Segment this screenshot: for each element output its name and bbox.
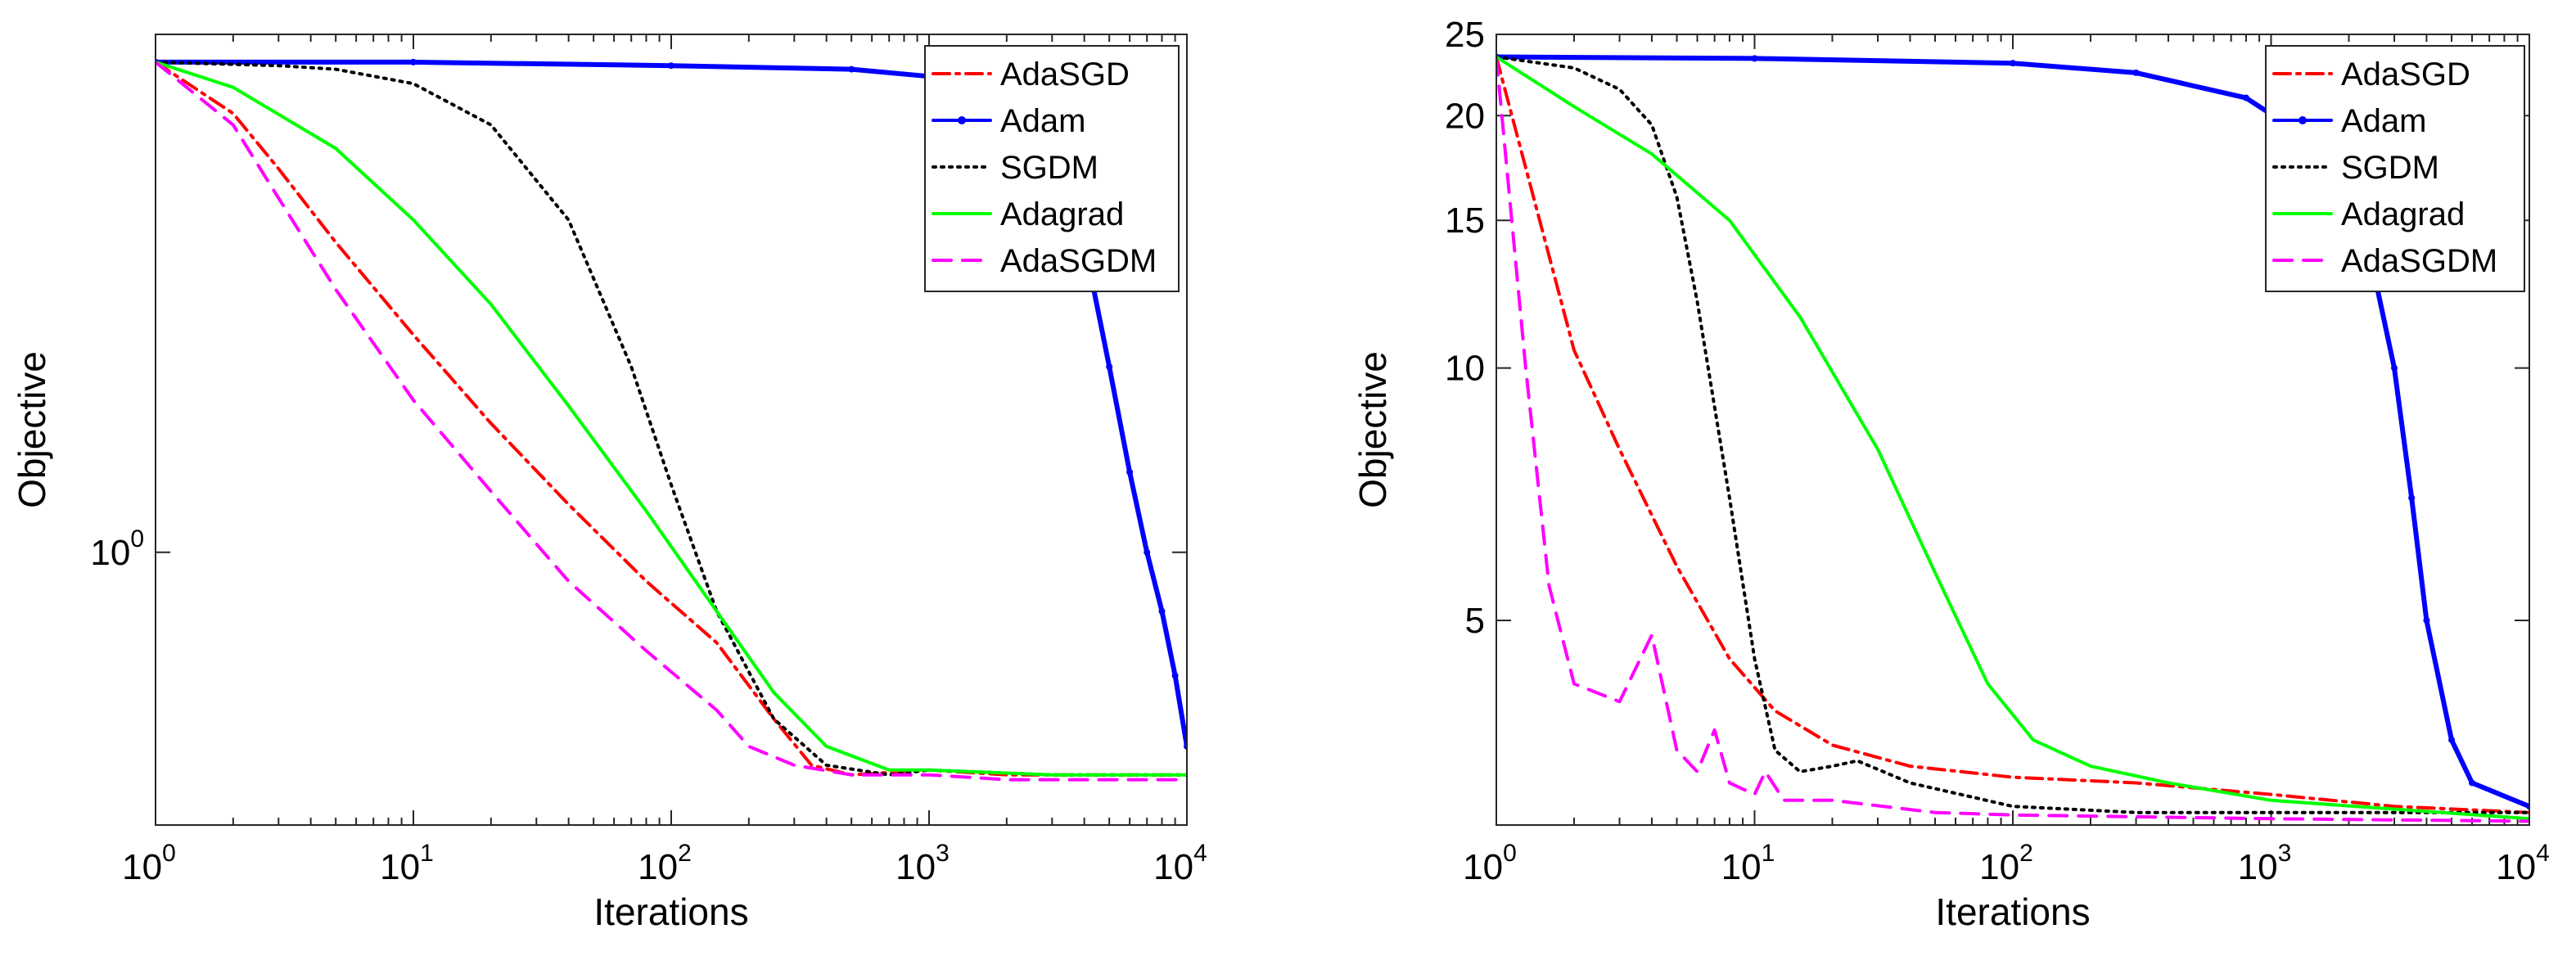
x-tick-exponent: 3 xyxy=(2278,840,2292,867)
series-point-adam xyxy=(1144,548,1151,556)
x-tick-base: 10 xyxy=(2496,847,2536,887)
x-tick-exponent: 4 xyxy=(1193,840,1207,867)
x-tick-exponent: 2 xyxy=(678,840,692,867)
series-point-adam xyxy=(410,58,417,65)
y-tick-exponent: 0 xyxy=(130,525,144,552)
x-tick-label: 100 xyxy=(122,840,176,887)
right-chart-panel: 100 101 102 103 104510152025IterationsObject… xyxy=(1351,15,2550,933)
series-point-adam xyxy=(2408,494,2416,502)
series-point-adam xyxy=(668,62,674,70)
x-tick-base: 10 xyxy=(380,847,420,887)
x-axis-label: Iterations xyxy=(593,891,748,933)
series-point-adam xyxy=(1158,607,1166,615)
series-point-adam xyxy=(2391,364,2398,372)
x-tick-label: 102 xyxy=(1979,840,2033,887)
y-tick-label: 100 xyxy=(90,525,144,573)
legend-label-adasgd: AdaSGD xyxy=(1000,56,1130,92)
x-tick-label: 100 xyxy=(1463,840,1517,887)
legend-label-sgdm: SGDM xyxy=(2341,150,2439,186)
series-line-adagrad xyxy=(156,60,1187,777)
x-tick-label: 103 xyxy=(896,840,950,887)
y-axis-label: Objective xyxy=(1351,351,1394,508)
left-chart-panel: 100 101 102 103 104100IterationsObjectiveAda… xyxy=(11,34,1207,933)
legend-label-adam: Adam xyxy=(1000,103,1086,139)
y-tick-label: 10 xyxy=(1445,349,1485,389)
x-tick-exponent: 3 xyxy=(936,840,950,867)
legend-label-adasgdm: AdaSGDM xyxy=(1000,243,1157,279)
x-tick-base: 10 xyxy=(1463,847,1503,887)
axes-box xyxy=(1496,34,2530,826)
x-tick-exponent: 2 xyxy=(2019,840,2033,867)
y-tick-label: 20 xyxy=(1445,96,1485,136)
x-tick-exponent: 0 xyxy=(1503,840,1517,867)
legend-label-adasgdm: AdaSGDM xyxy=(2341,243,2497,279)
axes-box xyxy=(155,34,1188,826)
legend-label-sgdm: SGDM xyxy=(1000,150,1099,186)
series-point-adam xyxy=(2469,779,2476,787)
legend-label-adasgd: AdaSGD xyxy=(2341,56,2470,92)
legend-marker-adam xyxy=(2299,116,2307,124)
series-line-adasgd xyxy=(1496,55,2529,814)
legend-label-adagrad: Adagrad xyxy=(2341,196,2465,232)
series-point-adam xyxy=(1126,468,1134,476)
y-axis-label: Objective xyxy=(11,351,53,508)
x-tick-exponent: 0 xyxy=(162,840,176,867)
y-tick-base: 10 xyxy=(90,533,130,573)
legend-label-adagrad: Adagrad xyxy=(1000,196,1124,232)
x-tick-label: 102 xyxy=(638,840,692,887)
y-tick-label: 5 xyxy=(1465,601,1485,641)
series-point-adam xyxy=(1171,672,1179,679)
x-axis-label: Iterations xyxy=(1935,891,2090,933)
x-tick-base: 10 xyxy=(1153,847,1193,887)
series-point-adam xyxy=(1751,55,1758,62)
x-tick-base: 10 xyxy=(2238,847,2278,887)
x-tick-base: 10 xyxy=(122,847,162,887)
x-tick-exponent: 1 xyxy=(1762,840,1775,867)
x-tick-label: 101 xyxy=(1721,840,1775,887)
x-tick-label: 104 xyxy=(1153,840,1207,887)
series-line-adasgdm xyxy=(1496,55,2529,823)
legend: AdaSGD Adam SGDM Adagrad AdaSGDM xyxy=(924,45,1180,292)
legend-label-adam: Adam xyxy=(2341,103,2427,139)
x-tick-base: 10 xyxy=(1979,847,2019,887)
legend: AdaSGD Adam SGDM Adagrad AdaSGDM xyxy=(2265,45,2525,292)
x-tick-exponent: 4 xyxy=(2536,840,2550,867)
y-tick-label: 25 xyxy=(1445,15,1485,55)
x-tick-base: 10 xyxy=(1721,847,1762,887)
series-point-adam xyxy=(1106,363,1113,371)
series-point-adam xyxy=(2010,60,2016,67)
series-point-adam xyxy=(2132,69,2140,76)
series-line-adagrad xyxy=(1496,55,2529,821)
legend-marker-adam xyxy=(958,116,966,124)
series-point-adam xyxy=(848,65,855,73)
x-tick-base: 10 xyxy=(638,847,678,887)
series-line-adasgdm xyxy=(156,60,1187,782)
x-tick-label: 104 xyxy=(2496,840,2550,887)
series-point-adam xyxy=(2242,94,2249,101)
x-tick-base: 10 xyxy=(896,847,936,887)
y-tick-label: 15 xyxy=(1445,201,1485,241)
x-tick-label: 101 xyxy=(380,840,434,887)
series-point-adam xyxy=(2448,737,2456,744)
x-tick-label: 103 xyxy=(2238,840,2292,887)
series-point-adam xyxy=(2423,616,2430,624)
x-tick-exponent: 1 xyxy=(420,840,434,867)
